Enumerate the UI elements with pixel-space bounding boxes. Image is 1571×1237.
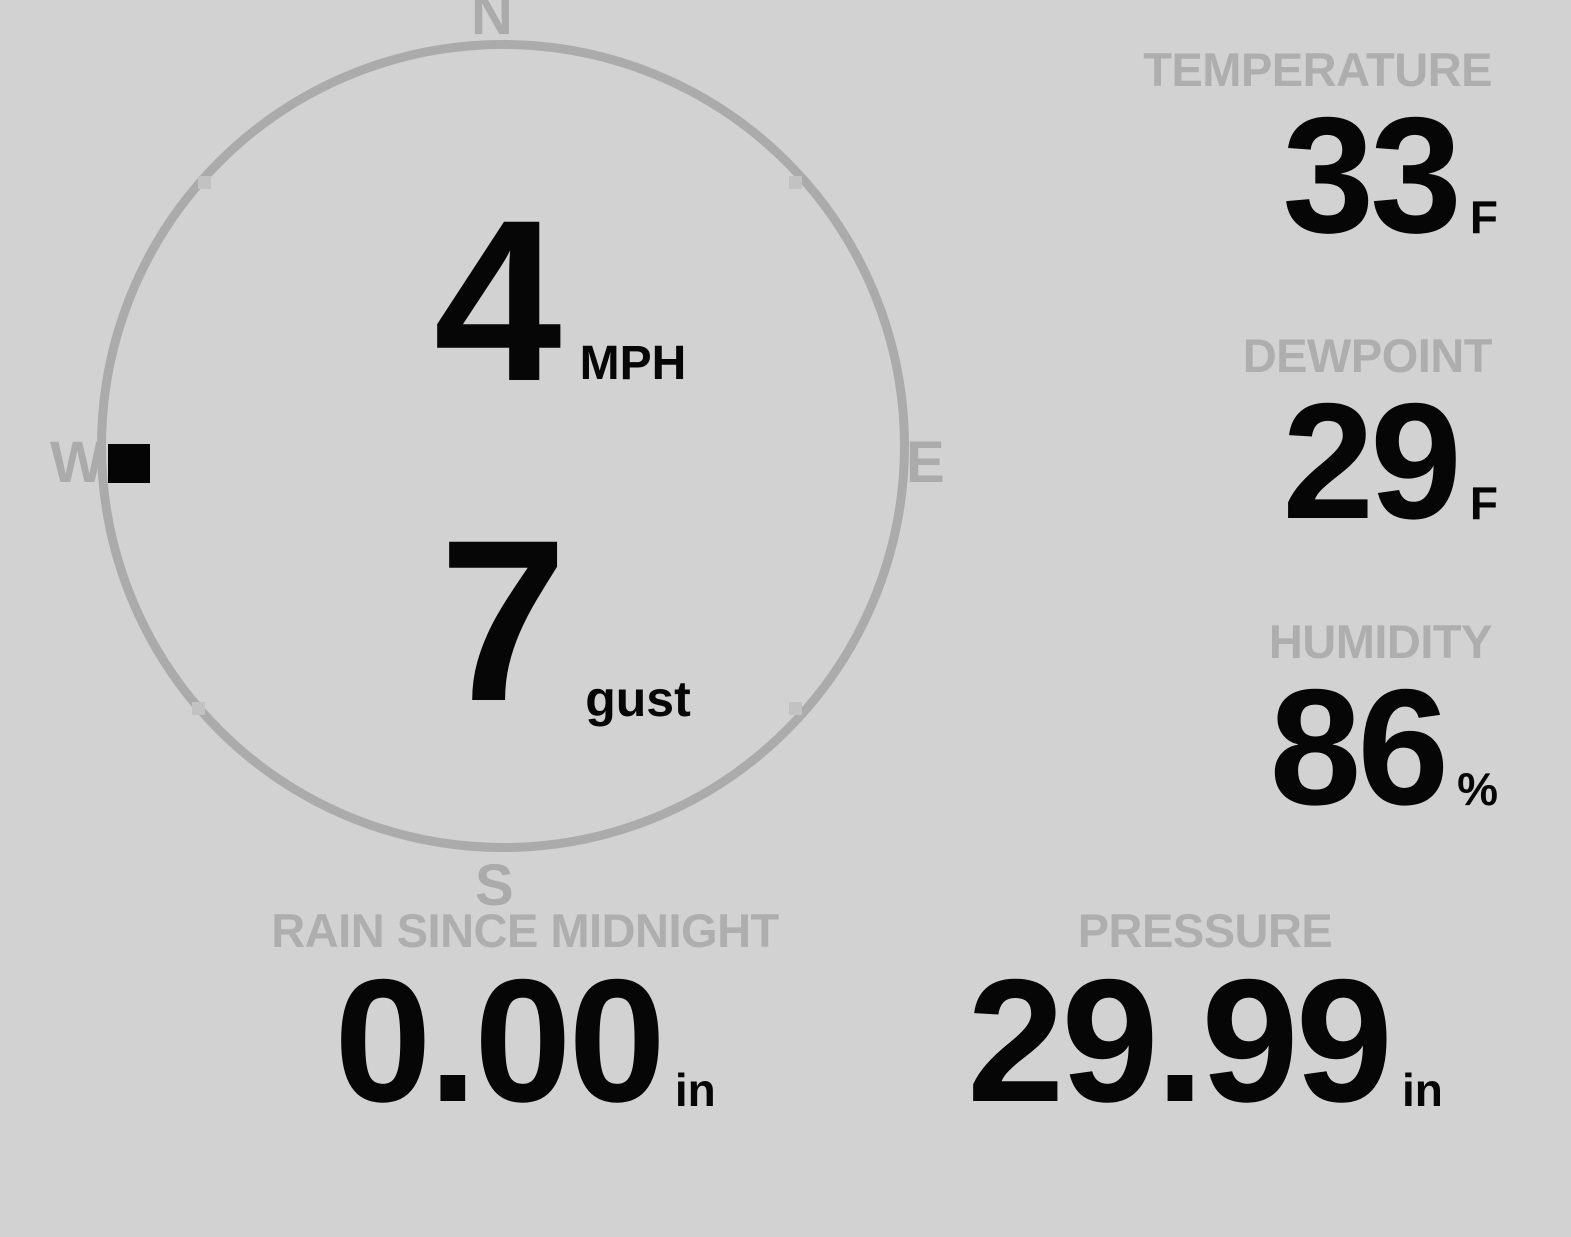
dewpoint-value: 29 [1282, 369, 1462, 553]
bottom-metrics-row: RAIN SINCE MIDNIGHT 0.00 in PRESSURE 29.… [0, 900, 1571, 1150]
humidity-unit: % [1457, 763, 1498, 815]
rain-value: 0.00 [334, 944, 666, 1139]
wind-speed-readout: 4 MPH [0, 186, 1000, 416]
wind-compass-dial: N S E W 4 MPH 7 gust [0, 0, 1000, 915]
wind-gust-label: gust [585, 671, 691, 727]
compass-tick-northwest [198, 176, 211, 189]
wind-gust-value: 7 [439, 492, 567, 749]
compass-label-north: N [471, 0, 513, 47]
wind-direction-marker [108, 444, 150, 483]
compass-tick-northeast [789, 176, 802, 189]
wind-gust-readout: 7 gust [0, 506, 1000, 736]
compass-tick-southeast [789, 702, 802, 715]
humidity-value: 86 [1269, 655, 1450, 839]
temperature-label: TEMPERATURE [1143, 43, 1492, 96]
pressure-value-row: 29.99 in [905, 954, 1505, 1129]
pressure-value: 29.99 [967, 944, 1393, 1139]
temperature-readout: TEMPERATURE 33 F [1143, 46, 1498, 258]
readout-column: TEMPERATURE 33 F DEWPOINT 29 F HUMIDITY … [1000, 0, 1571, 900]
compass-label-south: S [475, 853, 514, 918]
humidity-readout: HUMIDITY 86 % [1269, 618, 1498, 830]
temperature-value-row: 33 F [1143, 93, 1498, 258]
temperature-value: 33 [1282, 83, 1462, 267]
rain-label: RAIN SINCE MIDNIGHT [271, 904, 779, 957]
rain-unit: in [674, 1064, 716, 1116]
compass-ring [97, 40, 909, 852]
humidity-value-row: 86 % [1269, 665, 1498, 830]
dewpoint-unit: F [1469, 477, 1498, 529]
dewpoint-value-row: 29 F [1243, 379, 1498, 544]
temperature-unit: F [1469, 191, 1498, 243]
humidity-label: HUMIDITY [1268, 615, 1493, 668]
wind-speed-value: 4 [433, 172, 562, 429]
dewpoint-readout: DEWPOINT 29 F [1243, 332, 1498, 544]
dewpoint-label: DEWPOINT [1242, 329, 1493, 382]
pressure-label: PRESSURE [1077, 904, 1333, 957]
compass-tick-southwest [192, 702, 205, 715]
compass-label-east: E [906, 430, 945, 495]
pressure-readout: PRESSURE 29.99 in [905, 907, 1505, 1129]
rain-value-row: 0.00 in [240, 954, 810, 1129]
compass-label-west: W [50, 430, 105, 495]
pressure-unit: in [1402, 1064, 1443, 1116]
rain-readout: RAIN SINCE MIDNIGHT 0.00 in [240, 907, 810, 1129]
wind-speed-unit: MPH [579, 337, 687, 390]
